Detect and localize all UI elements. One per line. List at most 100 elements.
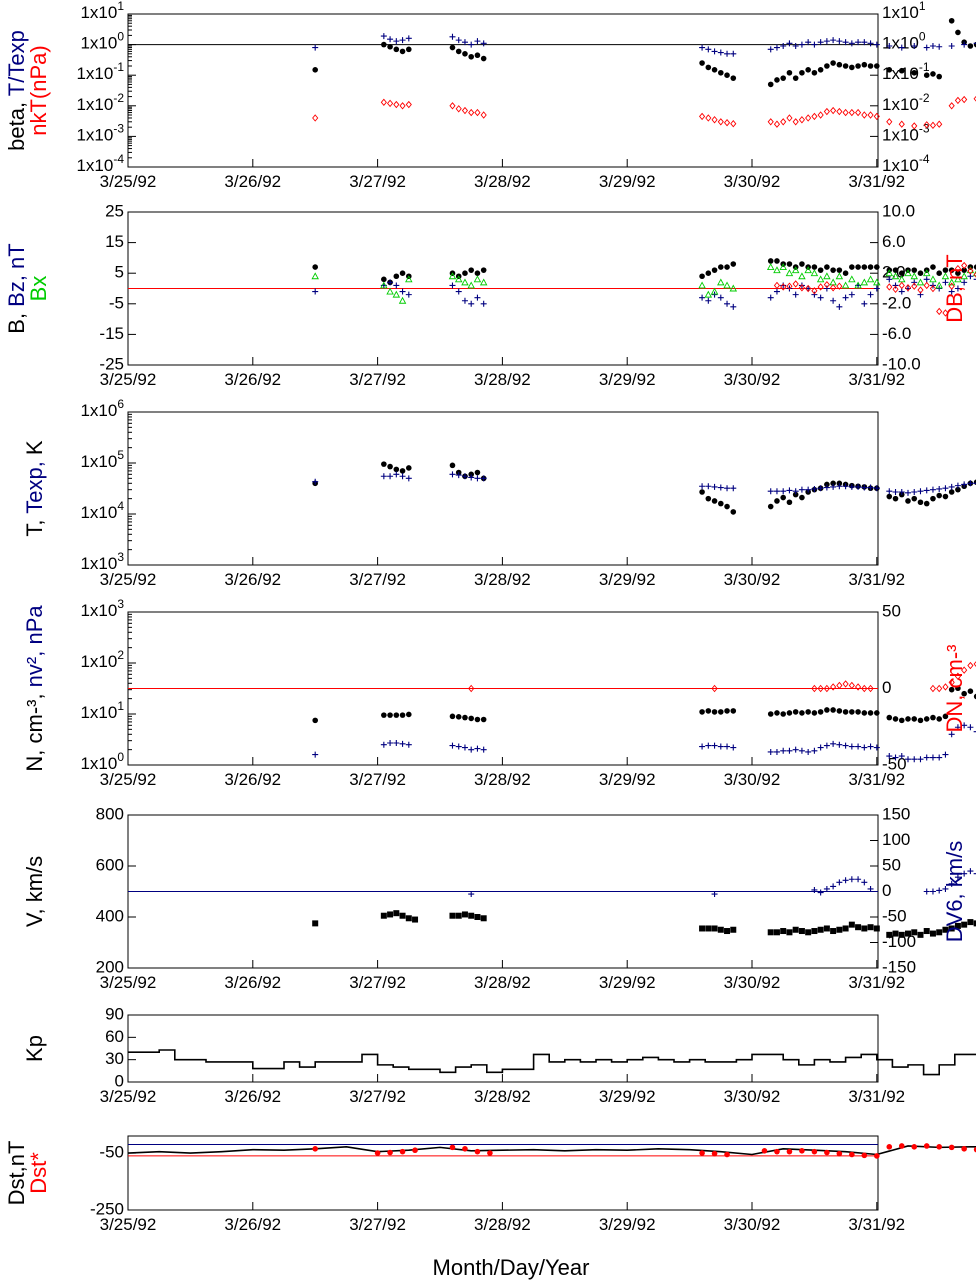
data-point <box>711 709 718 715</box>
data-point <box>699 743 706 750</box>
data-point <box>406 465 412 471</box>
data-point <box>780 488 787 495</box>
y-axis-label-part: V, km/s <box>22 856 47 927</box>
data-point <box>855 876 862 883</box>
x-tick-label: 3/28/92 <box>474 1215 531 1234</box>
data-point <box>792 746 799 753</box>
data-point <box>480 300 487 307</box>
data-point <box>479 278 488 286</box>
data-point <box>936 716 942 722</box>
data-point <box>948 880 955 887</box>
data-point <box>399 102 406 110</box>
data-point <box>461 106 469 115</box>
data-point <box>448 272 457 280</box>
x-tick-label: 3/29/92 <box>599 770 656 789</box>
x-tick-label: 3/26/92 <box>224 1215 281 1234</box>
data-point <box>861 1152 868 1159</box>
data-point <box>798 486 805 493</box>
data-point <box>936 1144 942 1150</box>
data-point <box>773 281 781 290</box>
data-point <box>923 500 930 507</box>
data-point <box>948 686 955 693</box>
data-point <box>786 114 793 122</box>
data-point <box>699 483 706 490</box>
data-point <box>474 914 481 920</box>
data-point <box>487 1150 493 1156</box>
data-point <box>699 1150 705 1156</box>
y-axis-label-part: Dst,nT <box>4 1141 29 1206</box>
data-point <box>973 1146 976 1153</box>
data-point <box>836 1150 843 1157</box>
x-tick-label: 3/28/92 <box>474 1087 531 1106</box>
data-point <box>948 102 955 110</box>
data-point <box>718 500 724 507</box>
data-point <box>842 742 849 749</box>
data-point <box>916 278 925 286</box>
data-point <box>923 716 930 722</box>
data-point <box>449 462 456 469</box>
data-point <box>954 874 961 881</box>
data-point <box>836 107 843 116</box>
data-point <box>468 267 475 273</box>
right-y-tick-label: 1x10-2 <box>882 91 930 114</box>
series-line <box>128 1049 976 1076</box>
data-point <box>792 709 799 715</box>
data-point <box>917 717 924 724</box>
data-point <box>830 740 837 747</box>
data-point <box>948 483 955 490</box>
data-point <box>867 684 874 693</box>
data-point <box>866 275 875 283</box>
data-point <box>911 43 918 50</box>
data-point <box>718 709 724 715</box>
data-point <box>961 267 967 273</box>
y-axis-label-part: Bz, nT <box>4 243 29 307</box>
data-point <box>393 46 400 53</box>
x-tick-label: 3/29/92 <box>599 1215 656 1234</box>
x-tick-label: 3/30/92 <box>724 570 781 589</box>
data-point <box>805 486 812 493</box>
data-point <box>942 926 949 933</box>
data-point <box>393 282 400 289</box>
data-point <box>955 270 961 277</box>
data-point <box>474 294 481 301</box>
data-point <box>405 291 412 298</box>
y-axis-label-part: T, <box>22 514 47 537</box>
data-point <box>911 756 918 763</box>
data-point <box>898 931 905 938</box>
data-point <box>767 258 774 264</box>
data-point <box>830 683 837 691</box>
data-point <box>405 741 412 748</box>
y-axis-label-part: nkT(nPa) <box>26 45 51 135</box>
y-tick-label: 400 <box>96 906 124 925</box>
data-point <box>855 483 862 490</box>
data-point <box>942 683 949 691</box>
data-point <box>798 116 806 124</box>
data-point <box>817 267 824 273</box>
data-point <box>811 1148 818 1155</box>
data-point <box>811 264 818 270</box>
data-point <box>387 473 394 480</box>
data-point <box>711 742 718 749</box>
right-y-tick-label: -6.0 <box>882 324 911 343</box>
data-point <box>898 270 905 277</box>
data-point <box>942 713 949 720</box>
data-point <box>848 681 855 690</box>
data-point <box>817 67 824 73</box>
data-point <box>911 716 918 722</box>
data-point <box>799 710 805 716</box>
data-point <box>929 486 936 493</box>
data-point <box>711 684 718 693</box>
data-point <box>911 279 918 286</box>
data-point <box>312 67 319 73</box>
data-point <box>811 747 818 754</box>
data-point <box>455 912 462 919</box>
data-point <box>393 740 400 746</box>
y-tick-label: 1x106 <box>80 397 124 420</box>
series-line <box>127 1145 976 1156</box>
data-point <box>773 929 780 936</box>
data-point <box>942 493 949 500</box>
data-point <box>773 266 781 274</box>
y-axis-label: T, Texp, K <box>22 440 47 537</box>
data-point <box>923 121 930 129</box>
data-point <box>954 264 962 273</box>
